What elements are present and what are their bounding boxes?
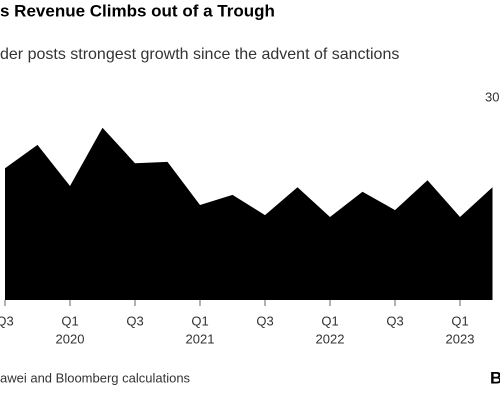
logo: B [490, 368, 500, 387]
y-tick-label: 30 [485, 89, 499, 104]
x-tick-label: Q1 [451, 313, 468, 328]
x-year-label: 2020 [56, 331, 85, 346]
x-tick-label: Q1 [61, 313, 78, 328]
x-year-label: 2023 [446, 331, 475, 346]
x-tick-label: Q3 [126, 313, 143, 328]
source: awei and Bloomberg calculations [0, 370, 191, 385]
area [5, 127, 493, 300]
x-year-label: 2022 [316, 331, 345, 346]
x-year-label: 2021 [186, 331, 215, 346]
x-tick-label: Q1 [191, 313, 208, 328]
x-tick-label: Q1 [321, 313, 338, 328]
x-tick-label: Q3 [386, 313, 403, 328]
chart-subtitle: der posts strongest growth since the adv… [0, 46, 399, 63]
chart-title: s Revenue Climbs out of a Trough [0, 1, 275, 20]
x-tick-label: Q3 [256, 313, 273, 328]
x-tick-label: Q3 [0, 313, 14, 328]
